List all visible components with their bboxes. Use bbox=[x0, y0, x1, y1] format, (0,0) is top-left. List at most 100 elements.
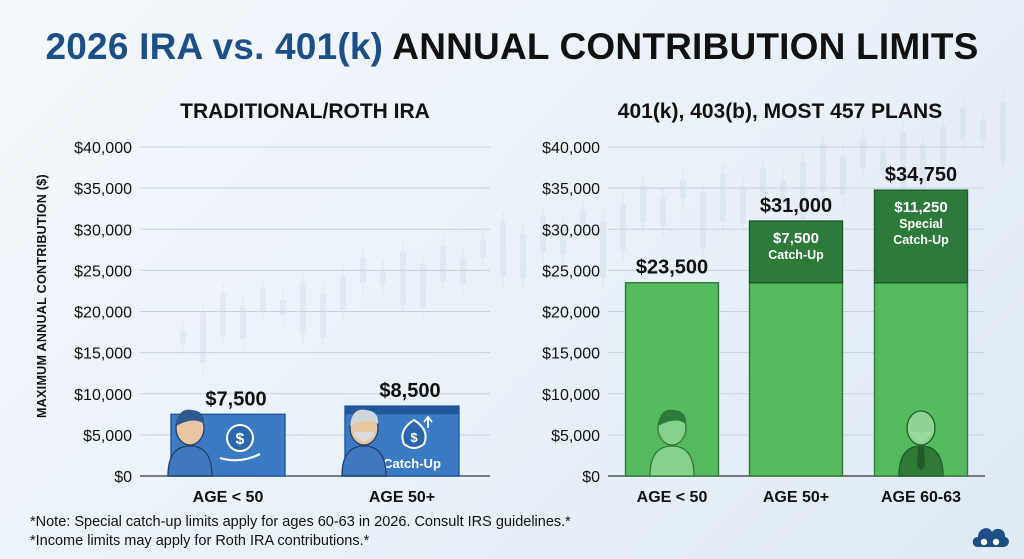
bar-plan-catchup bbox=[748, 220, 844, 284]
y-tick-label: $10,000 bbox=[74, 387, 132, 404]
y-tick-label: $20,000 bbox=[74, 305, 132, 322]
background-candle bbox=[520, 234, 526, 279]
person-body bbox=[649, 445, 695, 477]
person-hair bbox=[350, 409, 379, 426]
background-candle bbox=[380, 270, 386, 286]
y-tick-label: $40,000 bbox=[74, 140, 132, 157]
y-tick-label: $15,000 bbox=[74, 346, 132, 363]
background-candle bbox=[400, 252, 406, 305]
young-person-icon bbox=[167, 409, 213, 477]
footnote-income-limits: *Income limits may apply for Roth IRA co… bbox=[30, 533, 370, 549]
background-candle bbox=[740, 186, 746, 224]
background-candle bbox=[280, 300, 286, 315]
bar-total-label: $34,750 bbox=[885, 164, 957, 186]
bar-plan-catchup bbox=[873, 189, 969, 284]
x-category-label: AGE 50+ bbox=[763, 489, 829, 506]
background-candle bbox=[440, 246, 446, 281]
elderly-person-icon bbox=[898, 410, 944, 477]
money-bag-icon: $ bbox=[401, 415, 433, 449]
background-candle bbox=[600, 222, 606, 277]
bar-plan-base bbox=[748, 282, 844, 477]
background-candle bbox=[680, 180, 686, 199]
page-title: 2026 IRA vs. 401(k) ANNUAL CONTRIBUTION … bbox=[0, 26, 1024, 68]
x-category-label: AGE 50+ bbox=[369, 489, 435, 506]
x-category-label: AGE 60-63 bbox=[881, 489, 961, 506]
y-tick-label: $20,000 bbox=[542, 305, 600, 322]
catch-up-label: Special bbox=[899, 217, 943, 231]
background-candle bbox=[860, 138, 866, 168]
bar-total-label: $31,000 bbox=[760, 195, 832, 217]
background-candle bbox=[780, 180, 786, 200]
coin-shape bbox=[226, 424, 254, 452]
bar-ira-catchup bbox=[345, 406, 459, 415]
x-category-label: AGE < 50 bbox=[193, 489, 264, 506]
catch-up-amount-label: $11,250 bbox=[894, 199, 947, 216]
plan-panel-title: 401(k), 403(b), MOST 457 PLANS bbox=[617, 100, 943, 123]
background-candle bbox=[660, 198, 666, 226]
background-candle bbox=[240, 306, 246, 339]
y-tick-label: $30,000 bbox=[74, 222, 132, 239]
background-candle bbox=[560, 228, 566, 255]
person-icon bbox=[649, 409, 695, 477]
y-tick-label: $15,000 bbox=[542, 346, 600, 363]
background-candle bbox=[900, 132, 906, 190]
background-candle bbox=[480, 240, 486, 257]
y-tick-label: $35,000 bbox=[74, 181, 132, 198]
background-candle bbox=[960, 108, 966, 139]
background-candle bbox=[760, 168, 766, 197]
background-candle bbox=[220, 294, 226, 336]
background-candle bbox=[720, 174, 726, 221]
coin-symbol: $ bbox=[236, 431, 245, 448]
x-category-label: AGE < 50 bbox=[637, 489, 708, 506]
person-beard bbox=[910, 432, 932, 441]
ira-panel-title: TRADITIONAL/ROTH IRA bbox=[180, 100, 430, 123]
background-candle bbox=[880, 150, 886, 171]
y-tick-label: $25,000 bbox=[74, 263, 132, 280]
background-candle bbox=[260, 288, 266, 312]
background-candle bbox=[820, 144, 826, 192]
bar-total-label: $7,500 bbox=[205, 388, 266, 410]
background-candle bbox=[700, 192, 706, 248]
background-candle bbox=[940, 126, 946, 166]
background-candle bbox=[620, 204, 626, 250]
footnote-catch-up: *Note: Special catch-up limits apply for… bbox=[30, 514, 571, 530]
background-candle bbox=[980, 120, 986, 142]
y-tick-label: $5,000 bbox=[83, 428, 132, 445]
background-candle bbox=[800, 162, 806, 219]
catch-up-label: Catch-Up bbox=[383, 456, 441, 471]
background-candle bbox=[540, 216, 546, 252]
bar-total-label: $8,500 bbox=[379, 380, 440, 402]
page-title-main: ANNUAL CONTRIBUTION LIMITS bbox=[392, 26, 979, 67]
background-candle bbox=[840, 156, 846, 195]
background-candle bbox=[460, 258, 466, 284]
y-tick-label: $40,000 bbox=[542, 140, 600, 157]
y-tick-label: $10,000 bbox=[542, 387, 600, 404]
bag-symbol: $ bbox=[410, 430, 418, 445]
background-candle bbox=[500, 222, 506, 276]
y-tick-label: $0 bbox=[582, 469, 600, 486]
background-candle bbox=[200, 312, 206, 363]
background-candle bbox=[300, 282, 306, 334]
bag-shape bbox=[401, 418, 427, 449]
y-tick-label: $0 bbox=[114, 469, 132, 486]
y-tick-label: $35,000 bbox=[542, 181, 600, 198]
background-candle bbox=[420, 264, 426, 308]
y-tick-label: $5,000 bbox=[551, 428, 600, 445]
hand-shape bbox=[219, 453, 261, 462]
bar-total-label: $23,500 bbox=[636, 257, 708, 279]
catch-up-label: Catch-Up bbox=[893, 233, 949, 247]
plan-chart: $0 $5,000 $10,000 $15,000 $20,000 $25,000 $30,… bbox=[542, 140, 985, 506]
background-candle bbox=[920, 144, 926, 193]
catch-up-amount-label: $7,500 bbox=[773, 230, 819, 247]
person-body bbox=[341, 445, 387, 477]
y-tick-label: $25,000 bbox=[542, 263, 600, 280]
y-tick-label: $30,000 bbox=[542, 222, 600, 239]
person-hair bbox=[658, 409, 687, 426]
person-tie bbox=[917, 447, 925, 471]
page-title-accent: 2026 IRA vs. 401(k) bbox=[45, 26, 384, 67]
person-hair bbox=[176, 409, 205, 426]
background-candle bbox=[180, 330, 186, 344]
catch-up-label: Catch-Up bbox=[768, 248, 824, 262]
older-person-icon bbox=[341, 409, 387, 477]
